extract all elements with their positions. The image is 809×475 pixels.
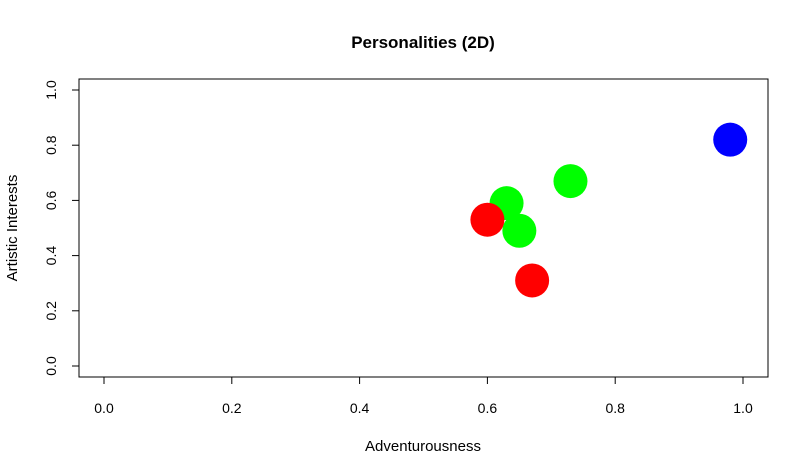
x-tick-label: 0.4 xyxy=(350,400,370,416)
y-tick-label: 0.4 xyxy=(43,246,59,266)
y-tick-label: 0.6 xyxy=(43,190,59,210)
data-point xyxy=(502,213,537,248)
x-tick-label: 0.2 xyxy=(222,400,242,416)
y-tick-label: 0.2 xyxy=(43,301,59,321)
data-point xyxy=(470,202,505,237)
x-axis-label: Adventurousness xyxy=(365,438,481,455)
x-tick-label: 1.0 xyxy=(733,400,753,416)
data-point xyxy=(713,122,748,157)
data-points xyxy=(470,122,748,298)
y-tick-label: 1.0 xyxy=(43,80,59,100)
x-tick-label: 0.8 xyxy=(605,400,625,416)
data-point xyxy=(553,164,588,199)
x-tick-label: 0.6 xyxy=(478,400,498,416)
data-point xyxy=(515,263,550,298)
y-axis-label: Artistic Interests xyxy=(4,175,21,282)
y-tick-label: 0.8 xyxy=(43,135,59,155)
y-axis: 0.0 0.2 0.4 0.6 0.8 1.0 xyxy=(43,80,80,376)
x-tick-label: 0.0 xyxy=(94,400,114,416)
x-axis: 0.0 0.2 0.4 0.6 0.8 1.0 xyxy=(94,376,753,416)
chart-title: Personalities (2D) xyxy=(351,33,495,52)
y-tick-label: 0.0 xyxy=(43,356,59,376)
